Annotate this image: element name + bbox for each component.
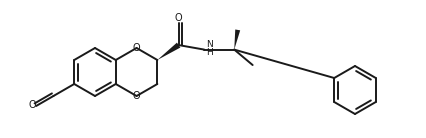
Text: O: O [175,13,182,23]
Text: O: O [28,100,36,110]
Text: O: O [133,43,141,53]
Polygon shape [157,43,180,60]
Text: N
H: N H [206,40,213,57]
Polygon shape [234,30,240,50]
Text: O: O [133,91,141,101]
